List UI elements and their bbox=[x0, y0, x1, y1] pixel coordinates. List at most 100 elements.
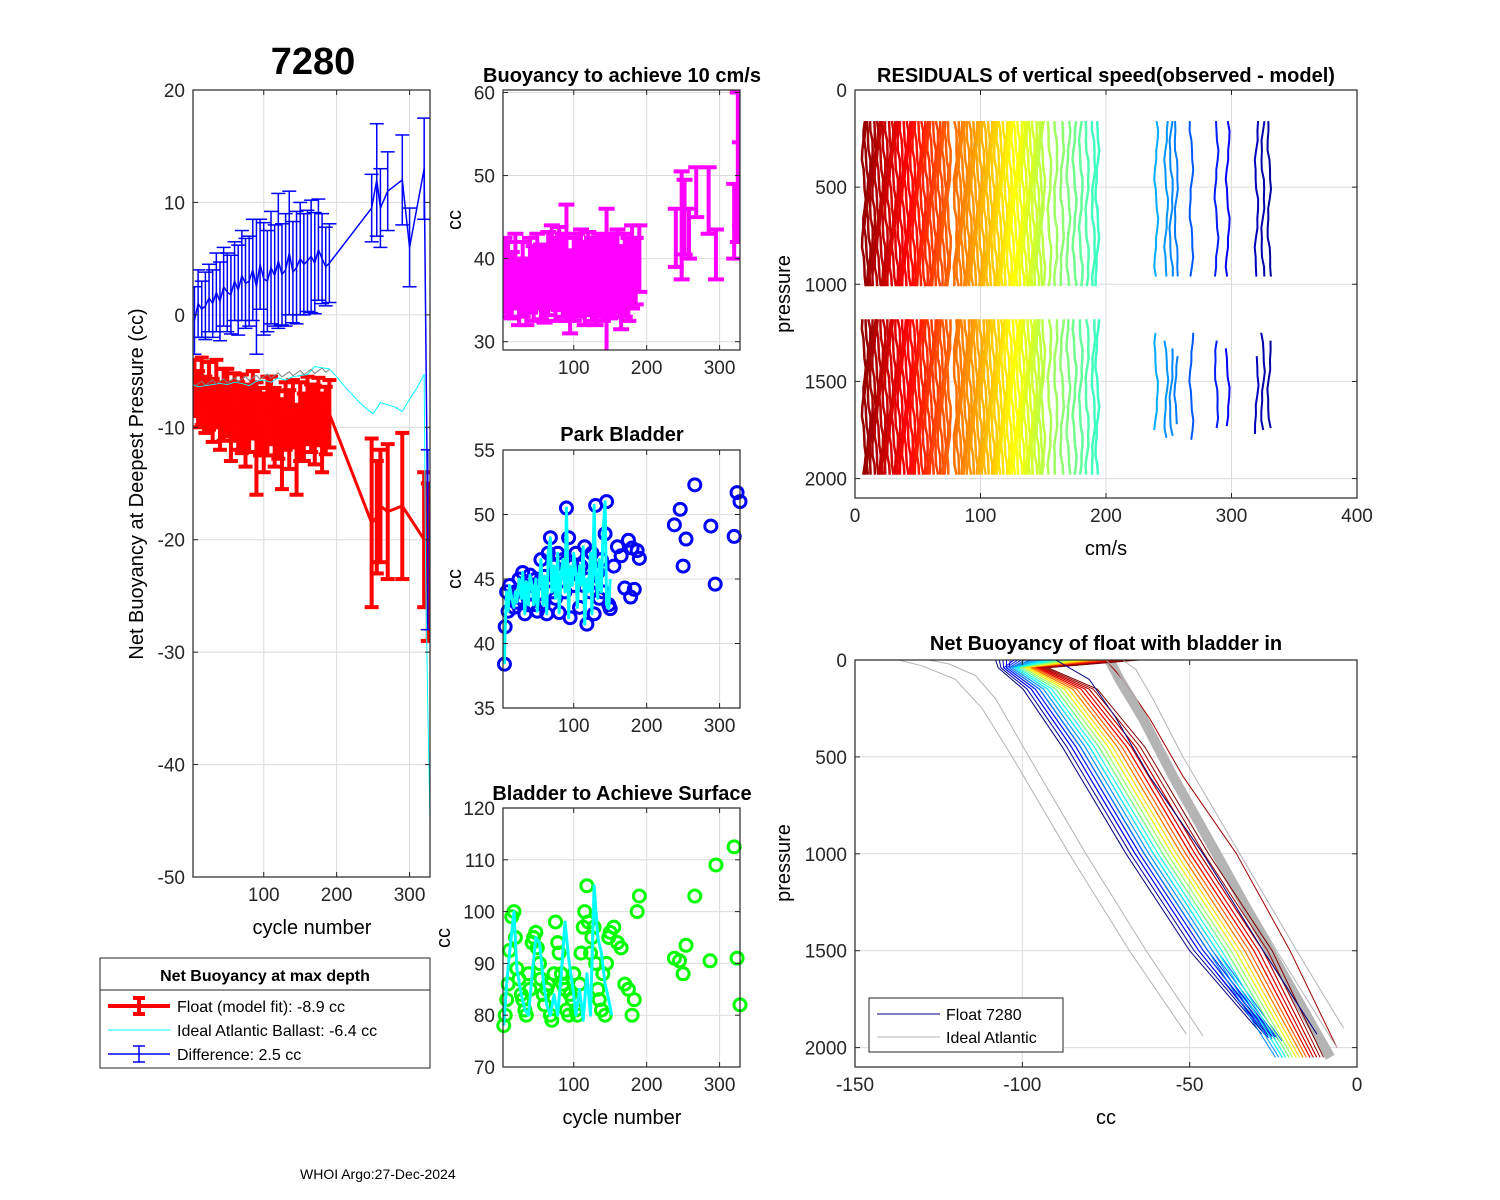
y-tick-label: 40 bbox=[474, 635, 495, 656]
ideal-atlantic-profile bbox=[1122, 660, 1345, 1029]
y-tick-label: 1500 bbox=[805, 942, 847, 963]
panel1-xlabel: cycle number bbox=[253, 917, 372, 939]
ideal-atlantic-profile bbox=[1105, 660, 1338, 1048]
residual-profile bbox=[896, 121, 902, 287]
residual-profile bbox=[943, 120, 950, 287]
residual-profile bbox=[984, 121, 992, 287]
residual-profile bbox=[918, 319, 925, 475]
residual-profile bbox=[1173, 356, 1179, 425]
surface-bladder-point bbox=[626, 992, 642, 1008]
y-tick-label: 1000 bbox=[805, 275, 847, 296]
x-tick-label: 400 bbox=[1341, 506, 1373, 527]
residual-profile bbox=[1071, 120, 1078, 287]
park-bladder-line bbox=[502, 500, 612, 665]
float-profile bbox=[998, 660, 1266, 1036]
residual-profile bbox=[908, 319, 915, 475]
x-tick-label: 100 bbox=[558, 716, 590, 737]
x-tick-label: -50 bbox=[1176, 1075, 1203, 1096]
residual-profile bbox=[1065, 120, 1072, 287]
x-tick-label: 300 bbox=[1216, 506, 1248, 527]
residual-profile bbox=[923, 319, 930, 475]
float-profile bbox=[1017, 660, 1287, 1058]
difference-line bbox=[193, 167, 429, 540]
surface-bladder-point bbox=[729, 950, 745, 966]
residual-profile bbox=[1163, 340, 1170, 438]
float-profile bbox=[1033, 660, 1307, 1058]
surface-bladder-point bbox=[599, 955, 615, 971]
residual-profile bbox=[940, 121, 948, 287]
panel3-title: Park Bladder bbox=[560, 424, 684, 446]
x-tick-label: 100 bbox=[248, 885, 280, 906]
residual-profile bbox=[959, 319, 967, 475]
panel-residuals: RESIDUALS of vertical speed(observed - m… bbox=[773, 65, 1373, 560]
residual-profile bbox=[1084, 318, 1090, 475]
footer-credit: WHOI Argo:27-Dec-2024 bbox=[300, 1166, 456, 1182]
residual-profile bbox=[1002, 319, 1009, 475]
x-tick-label: 300 bbox=[704, 1075, 736, 1096]
residual-profile bbox=[873, 319, 880, 475]
park-bladder-point bbox=[631, 550, 647, 566]
legend-label-ideal-atlantic: Ideal Atlantic bbox=[946, 1030, 1037, 1047]
residual-profile bbox=[903, 319, 910, 475]
float-profile bbox=[1003, 660, 1269, 1039]
residual-profile bbox=[1254, 356, 1260, 434]
residual-profile bbox=[938, 120, 945, 287]
residual-profile bbox=[893, 319, 900, 475]
float-profile bbox=[1008, 660, 1276, 1058]
residual-profile bbox=[913, 319, 920, 475]
residual-profile bbox=[967, 120, 974, 287]
residual-profile bbox=[964, 121, 971, 287]
residual-profile bbox=[1153, 120, 1160, 277]
panel3-marks bbox=[496, 477, 748, 672]
park-bladder-point bbox=[626, 581, 642, 597]
residual-profile bbox=[1077, 120, 1084, 287]
float-profile bbox=[1011, 660, 1280, 1058]
residual-profile bbox=[945, 319, 952, 475]
legend-label-float: Float (model fit): -8.9 cc bbox=[177, 999, 345, 1016]
y-tick-label: 0 bbox=[836, 651, 847, 672]
residual-profile bbox=[1027, 120, 1034, 287]
y-tick-label: -30 bbox=[158, 643, 185, 664]
float-profile bbox=[1039, 660, 1314, 1058]
residual-profile bbox=[918, 120, 925, 287]
residual-profile bbox=[1071, 319, 1078, 475]
residual-profile bbox=[997, 120, 1004, 287]
surface-bladder-point bbox=[551, 945, 567, 961]
float-profile bbox=[1022, 660, 1294, 1058]
residual-profile bbox=[1012, 319, 1019, 475]
residual-profile bbox=[880, 121, 887, 287]
y-tick-label: 50 bbox=[474, 167, 495, 188]
panel3-axes: 100 200 300 35 40 45 50 55 bbox=[474, 441, 741, 737]
surface-bladder-point bbox=[521, 966, 537, 982]
y-tick-label: 2000 bbox=[805, 1039, 847, 1060]
residual-profile bbox=[926, 121, 933, 287]
residual-profile bbox=[873, 120, 880, 287]
residual-profile bbox=[1188, 121, 1195, 277]
surface-bladder-point bbox=[606, 919, 622, 935]
residual-profile bbox=[967, 319, 974, 475]
panel4-xlabel: cycle number bbox=[563, 1107, 682, 1129]
panel-park-bladder: Park Bladder 100 200 300 35 40 45 50 55 cc bbox=[444, 424, 748, 737]
y-tick-label: 90 bbox=[474, 954, 495, 975]
residual-profile bbox=[1260, 332, 1266, 431]
residual-profile bbox=[974, 121, 982, 287]
float-profile bbox=[1019, 660, 1290, 1058]
park-bladder-point bbox=[678, 531, 694, 547]
residual-profile bbox=[1007, 319, 1014, 475]
residual-profile bbox=[995, 120, 1002, 287]
axes-frame bbox=[502, 89, 741, 351]
ideal-atlantic-band bbox=[1104, 660, 1335, 1060]
x-tick-label: 200 bbox=[1090, 506, 1122, 527]
park-bladder-point bbox=[613, 548, 629, 564]
residual-profile bbox=[1168, 348, 1174, 437]
residual-profile bbox=[888, 120, 895, 287]
residual-profile bbox=[1010, 319, 1017, 475]
panel5-axes: 0 100 200 300 400 0 500 1000 1500 2000 bbox=[805, 81, 1373, 527]
residual-profile bbox=[930, 121, 938, 287]
y-tick-label: 50 bbox=[474, 506, 495, 527]
x-tick-label: 300 bbox=[704, 358, 736, 379]
panel4-axes: 100 200 300 70 80 90 100 110 120 bbox=[463, 799, 741, 1096]
residual-profile bbox=[952, 120, 959, 287]
residual-profile bbox=[999, 319, 1007, 475]
panel1-title: 7280 bbox=[271, 41, 356, 83]
